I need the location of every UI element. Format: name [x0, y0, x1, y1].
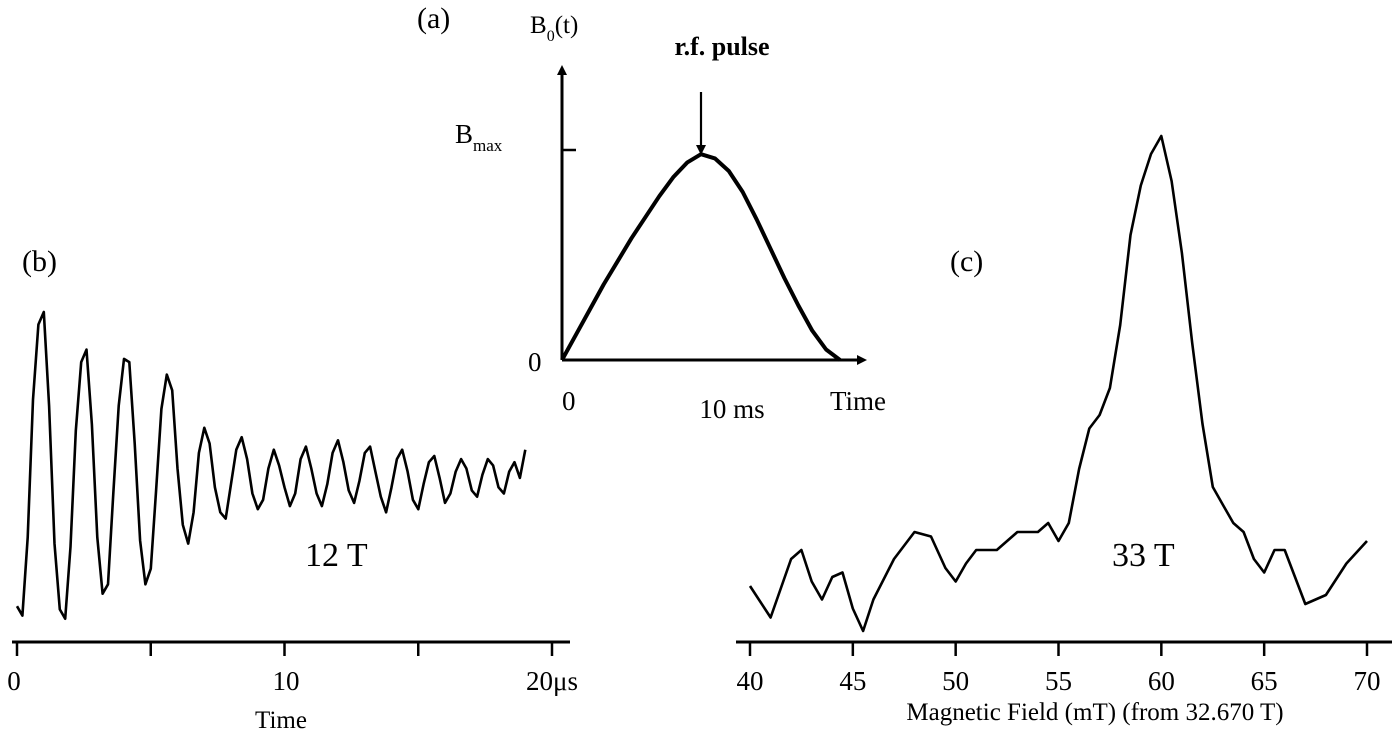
panel-c-x-tick-labels: 40 45 50 55 60 65 70 [737, 666, 1381, 696]
panel-label-c: (c) [950, 245, 983, 278]
panel-b-xtick-label-10: 10 [273, 666, 300, 696]
panel-b-x-ticks [15, 642, 554, 656]
panel-a-ylabel-sub: 0 [547, 28, 555, 45]
panel-label-a: (a) [417, 2, 450, 35]
panel-a-xtick-label-0: 0 [562, 386, 576, 416]
panel-a-xlabel: Time [830, 386, 886, 416]
panel-a-ylabel: B0(t) [530, 12, 578, 45]
panel-c-xtick-label-55: 55 [1045, 666, 1072, 696]
panel-a-ylabel-tail: (t) [555, 12, 579, 39]
panel-b-xtick-label-20us: 20μs [526, 666, 578, 696]
panel-c-field-annotation: 33 T [1112, 537, 1175, 574]
panel-a-xtick-label-10ms: 10 ms [699, 394, 764, 424]
panel-a-field-pulse-line [560, 152, 842, 362]
panel-a-ytick-label-bmax: Bmax [455, 119, 503, 155]
panel-b-xtick-label-0: 0 [7, 666, 21, 696]
panel-c-x-ticks [748, 642, 1369, 656]
panel-c-xtick-label-60: 60 [1148, 666, 1175, 696]
panel-c-xtick-label-45: 45 [839, 666, 866, 696]
panel-c-xlabel: Magnetic Field (mT) (from 32.670 T) [906, 699, 1283, 726]
panel-label-b: (b) [22, 245, 57, 278]
panel-a-annotation: r.f. pulse [674, 32, 769, 61]
panel-c-chart: (c) 40 45 50 55 60 65 70 Magnetic Field (mT) (… [736, 134, 1392, 726]
panel-a-inset-chart: (a) B0(t) Bmax 0 0 10 ms Time r.f. pulse [417, 2, 886, 424]
panel-b-chart: (b) 0 10 20μs Time 12 T [7, 245, 578, 734]
panel-c-resonance-line [748, 134, 1368, 633]
panel-b-xlabel: Time [255, 707, 307, 734]
panel-c-xtick-label-65: 65 [1251, 666, 1278, 696]
panel-c-xtick-label-50: 50 [942, 666, 969, 696]
panel-b-field-annotation: 12 T [305, 537, 368, 574]
panel-b-signal-line [15, 310, 527, 620]
panel-c-xtick-label-40: 40 [737, 666, 764, 696]
panel-a-ylabel-main: B [530, 12, 547, 39]
panel-c-xtick-label-70: 70 [1354, 666, 1381, 696]
panel-a-ytick-label-zero: 0 [528, 347, 542, 377]
